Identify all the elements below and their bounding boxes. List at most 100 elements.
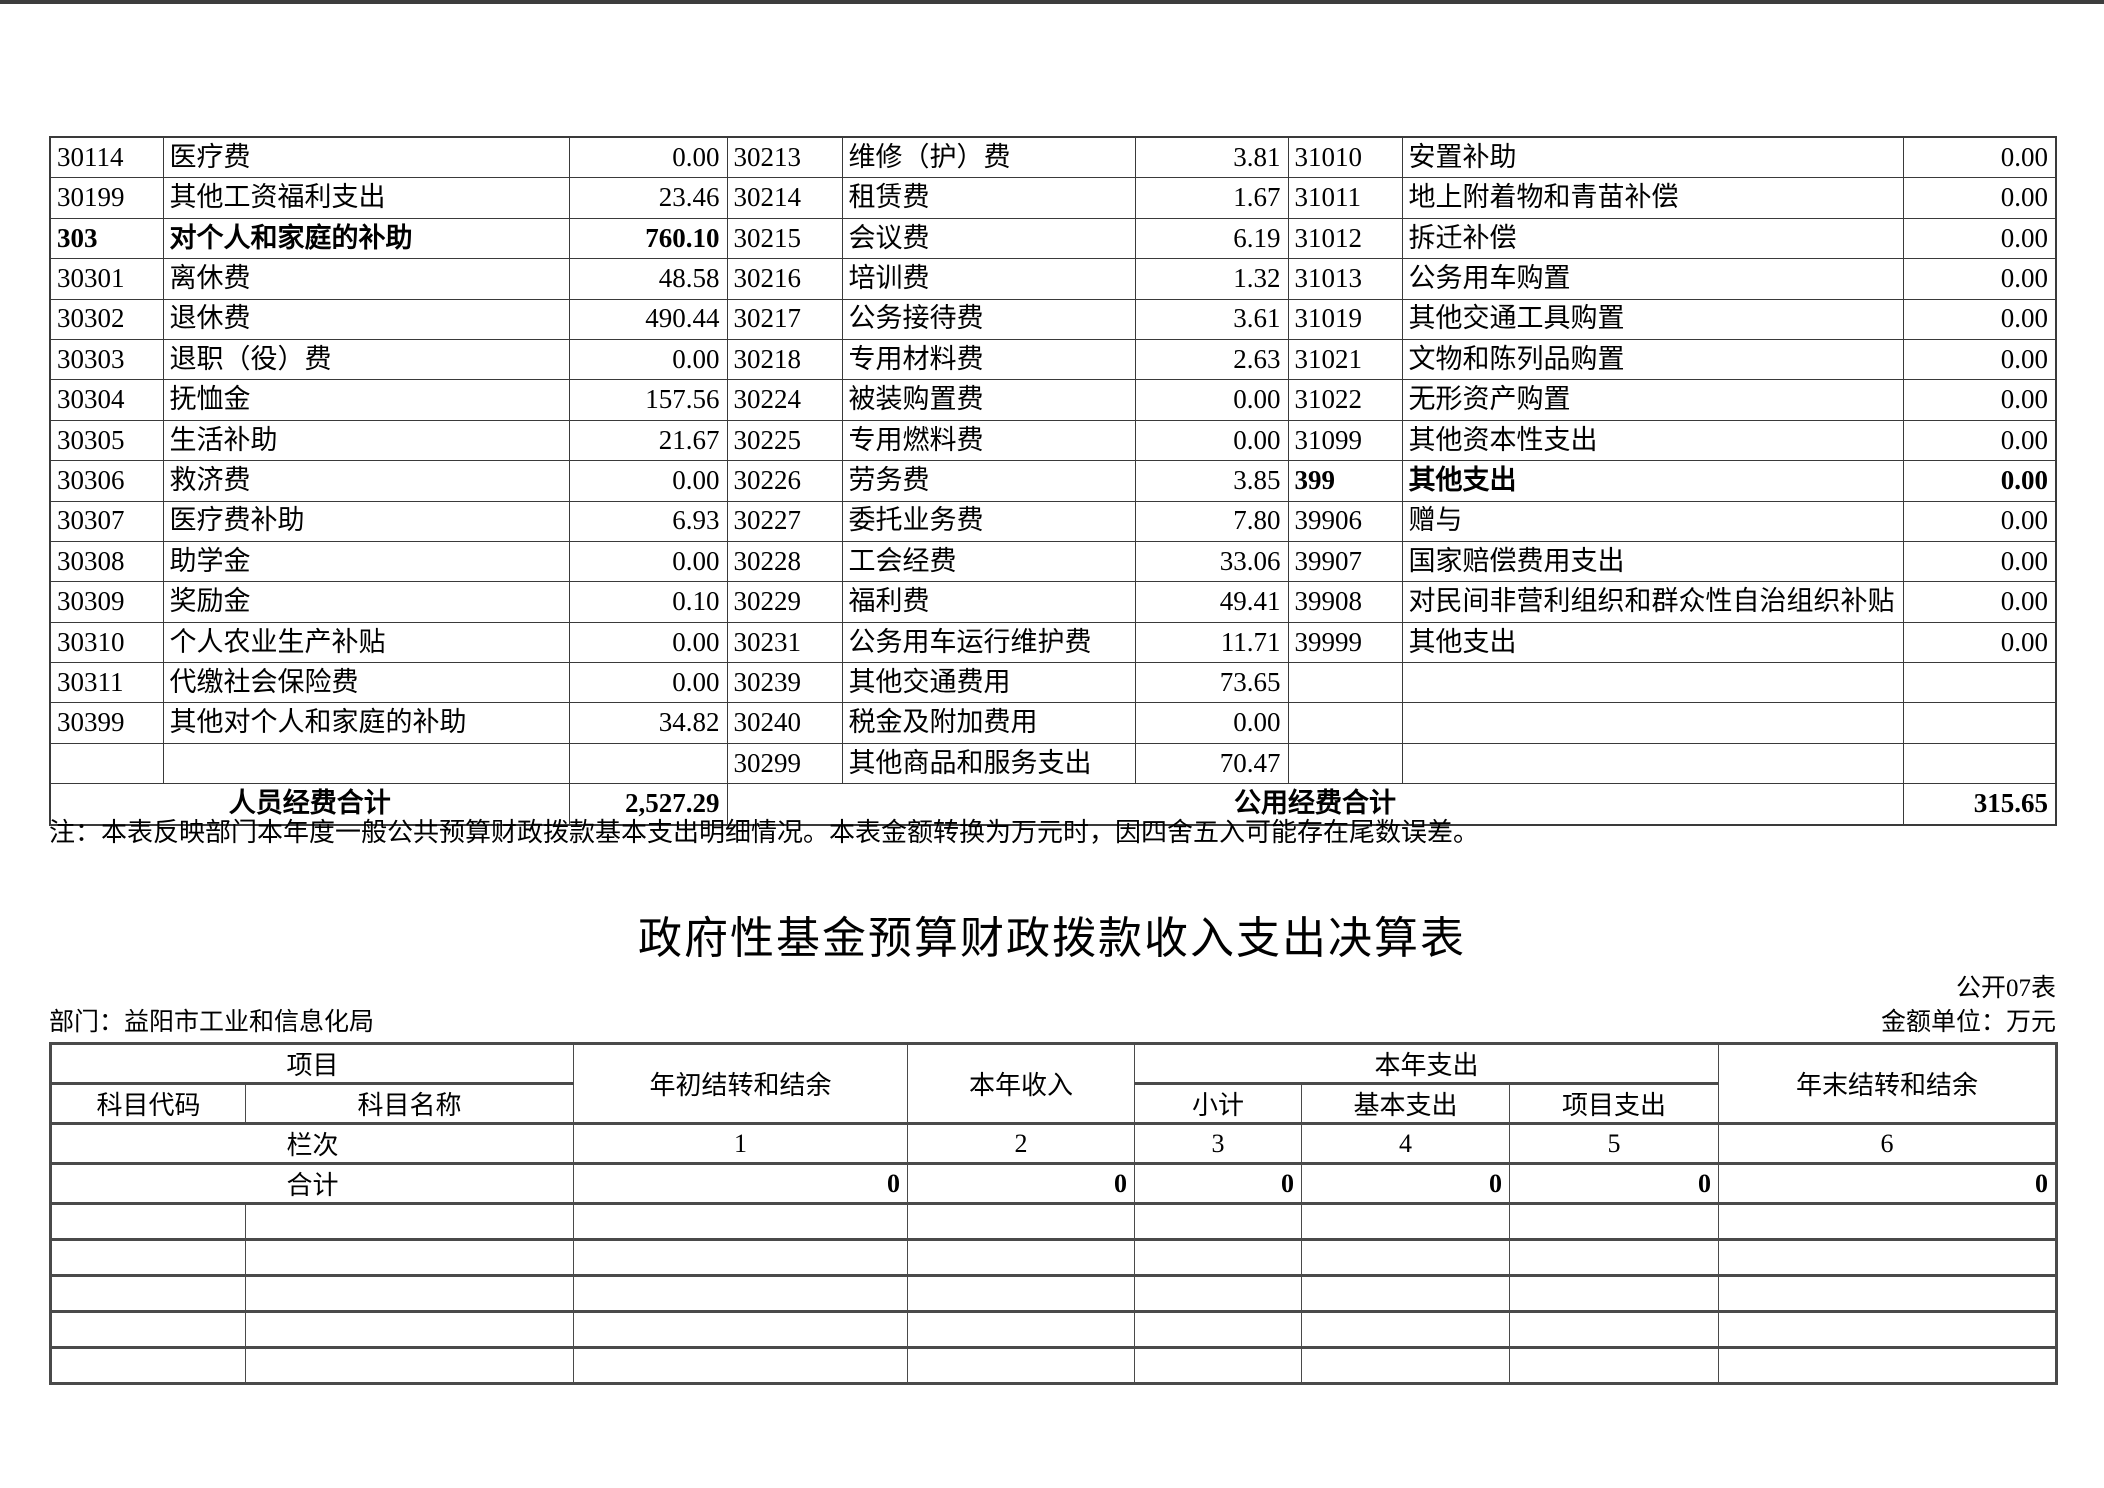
- subject-name-cell: 救济费: [162, 460, 570, 502]
- subject-code-cell: 31099: [1287, 419, 1403, 462]
- empty-cell: [244, 1346, 575, 1385]
- subject-code-cell: 30306: [49, 460, 164, 502]
- subject-code-cell: 31011: [1287, 177, 1403, 219]
- empty-cell: [573, 1274, 909, 1313]
- government-fund-budget-table: 项目 年初结转和结余 本年收入 本年支出 年末结转和结余 科目代码 科目名称 小…: [49, 1042, 2059, 1385]
- lane-number: 3: [1134, 1122, 1303, 1165]
- empty-cell: [50, 1238, 246, 1277]
- amount-cell: 0.00: [568, 338, 728, 381]
- total-value: 0: [1718, 1162, 2058, 1205]
- table2-empty-row: [50, 1310, 2058, 1349]
- empty-cell: [1134, 1202, 1303, 1241]
- amount-cell: 33.06: [1134, 540, 1289, 583]
- amount-cell: 0.00: [568, 540, 728, 583]
- amount-cell: 0.00: [568, 136, 728, 179]
- subject-code-cell: 31013: [1287, 258, 1403, 300]
- subject-name-cell: 其他支出: [1401, 621, 1904, 664]
- header-subject-name: 科目名称: [244, 1082, 575, 1125]
- subject-code-cell: 39906: [1287, 500, 1403, 542]
- total-value: 0: [573, 1162, 909, 1205]
- lane-number: 6: [1718, 1122, 2058, 1165]
- subject-code-cell: [1287, 702, 1403, 744]
- subject-code-cell: 30302: [49, 298, 164, 340]
- table1-row: 30305 生活补助 21.67 30225 专用燃料费 0.00 31099 …: [49, 419, 2057, 462]
- subject-code-cell: 399: [1287, 460, 1403, 502]
- header-subject-code: 科目代码: [50, 1082, 246, 1125]
- subject-name-cell: 其他工资福利支出: [162, 177, 570, 219]
- total-value: 0: [1301, 1162, 1511, 1205]
- subject-code-cell: 30309: [49, 581, 164, 623]
- subject-name-cell: 被装购置费: [841, 379, 1136, 421]
- amount-cell: 1.32: [1134, 258, 1289, 300]
- amount-cell: 0.00: [1902, 621, 2057, 664]
- lane-label: 栏次: [49, 1122, 575, 1165]
- empty-cell: [1134, 1346, 1303, 1385]
- subject-name-cell: 维修（护）费: [841, 136, 1136, 179]
- subject-name-cell: 其他交通费用: [841, 662, 1136, 704]
- subject-code-cell: 31022: [1287, 379, 1403, 421]
- amount-cell: 0.00: [568, 662, 728, 704]
- amount-cell: 0.00: [1902, 379, 2057, 421]
- empty-cell: [50, 1310, 246, 1349]
- subject-name-cell: 其他对个人和家庭的补助: [162, 702, 570, 744]
- amount-cell: 70.47: [1134, 742, 1289, 785]
- header-project: 项目: [49, 1042, 575, 1085]
- subject-code-cell: 30299: [726, 742, 843, 785]
- subject-code-cell: 30217: [726, 298, 843, 340]
- subject-code-cell: [49, 742, 164, 785]
- amount-cell: 490.44: [568, 298, 728, 340]
- empty-cell: [1301, 1346, 1511, 1385]
- header-current-expenditure: 本年支出: [1134, 1042, 1720, 1085]
- amount-unit-label: 金额单位：万元: [1880, 1009, 2056, 1036]
- subject-name-cell: 其他交通工具购置: [1401, 298, 1904, 340]
- subject-name-cell: 福利费: [841, 581, 1136, 623]
- amount-cell: 49.41: [1134, 581, 1289, 623]
- amount-cell: 3.81: [1134, 136, 1289, 179]
- amount-cell: 0.00: [1902, 460, 2057, 502]
- amount-cell: 0.00: [1134, 419, 1289, 462]
- empty-cell: [1301, 1310, 1511, 1349]
- subject-name-cell: 拆迁补偿: [1401, 217, 1904, 260]
- subject-code-cell: 30240: [726, 702, 843, 744]
- subject-name-cell: [1401, 742, 1904, 785]
- empty-cell: [1718, 1346, 2058, 1385]
- subject-code-cell: 30213: [726, 136, 843, 179]
- table2-empty-row: [50, 1346, 2058, 1385]
- empty-cell: [1509, 1238, 1720, 1277]
- table2-title: 政府性基金预算财政拨款收入支出决算表: [638, 914, 1466, 963]
- table1-row: 30302 退休费 490.44 30217 公务接待费 3.61 31019 …: [49, 298, 2057, 340]
- table1-row: 30304 抚恤金 157.56 30224 被装购置费 0.00 31022 …: [49, 379, 2057, 421]
- subject-code-cell: 30226: [726, 460, 843, 502]
- empty-cell: [1509, 1274, 1720, 1313]
- amount-cell: 157.56: [568, 379, 728, 421]
- subject-code-cell: [1287, 742, 1403, 785]
- table1-row: 30299 其他商品和服务支出 70.47: [49, 742, 2057, 785]
- subject-name-cell: 生活补助: [162, 419, 570, 462]
- table2-total-row: 合计 0 0 0 0 0 0: [49, 1162, 2058, 1205]
- amount-cell: 0.00: [1902, 500, 2057, 542]
- table1-row: 30307 医疗费补助 6.93 30227 委托业务费 7.80 39906 …: [49, 500, 2057, 542]
- subject-name-cell: 租赁费: [841, 177, 1136, 219]
- subject-code-cell: 30224: [726, 379, 843, 421]
- subject-name-cell: 助学金: [162, 540, 570, 583]
- subject-name-cell: 无形资产购置: [1401, 379, 1904, 421]
- subject-code-cell: 30399: [49, 702, 164, 744]
- public-total-value: 315.65: [1902, 783, 2057, 826]
- table1-row: 30114 医疗费 0.00 30213 维修（护）费 3.81 31010 安…: [49, 136, 2057, 179]
- subject-code-cell: 31010: [1287, 136, 1403, 179]
- lane-number: 1: [573, 1122, 909, 1165]
- amount-cell: 0.00: [568, 621, 728, 664]
- table1-row: 30399 其他对个人和家庭的补助 34.82 30240 税金及附加费用 0.…: [49, 702, 2057, 744]
- subject-name-cell: 劳务费: [841, 460, 1136, 502]
- subject-name-cell: 医疗费: [162, 136, 570, 179]
- subject-name-cell: 会议费: [841, 217, 1136, 260]
- amount-cell: 34.82: [568, 702, 728, 744]
- empty-cell: [50, 1202, 246, 1241]
- amount-cell: 760.10: [568, 217, 728, 260]
- table2-header-row-2: 科目代码 科目名称 小计 基本支出 项目支出: [50, 1082, 2057, 1125]
- amount-cell: 0.00: [1902, 298, 2057, 340]
- subject-name-cell: 抚恤金: [162, 379, 570, 421]
- subject-code-cell: 30216: [726, 258, 843, 300]
- subject-code-cell: 30215: [726, 217, 843, 260]
